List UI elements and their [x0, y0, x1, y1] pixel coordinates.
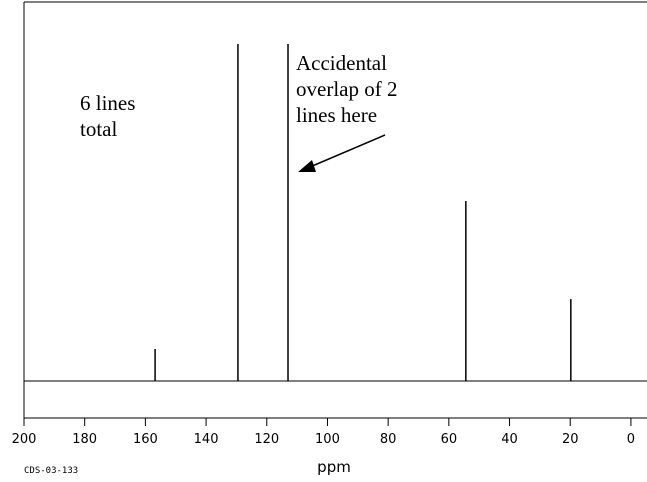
x-tick-label: 140 — [194, 432, 219, 447]
x-tick-label: 160 — [133, 432, 158, 447]
arrow — [309, 134, 386, 168]
x-tick-label: 60 — [441, 432, 458, 447]
x-tick-label: 40 — [501, 432, 518, 447]
annotation: Accidental — [296, 51, 387, 75]
annotation: overlap of 2 — [296, 77, 397, 101]
x-tick-label: 80 — [380, 432, 397, 447]
x-tick-label: 180 — [72, 432, 97, 447]
annotation: lines here — [296, 103, 377, 127]
x-axis-label: ppm — [317, 458, 351, 476]
footer: CDS-03-133 — [24, 466, 78, 476]
x-tick-label: 120 — [254, 432, 279, 447]
x-tick-label: 0 — [627, 432, 635, 447]
arrow-head — [298, 160, 316, 172]
annotation: total — [80, 117, 117, 141]
x-tick-label: 200 — [12, 432, 37, 447]
x-tick-label: 20 — [562, 432, 579, 447]
annotation: 6 lines — [80, 91, 135, 115]
x-tick-label: 100 — [315, 432, 340, 447]
